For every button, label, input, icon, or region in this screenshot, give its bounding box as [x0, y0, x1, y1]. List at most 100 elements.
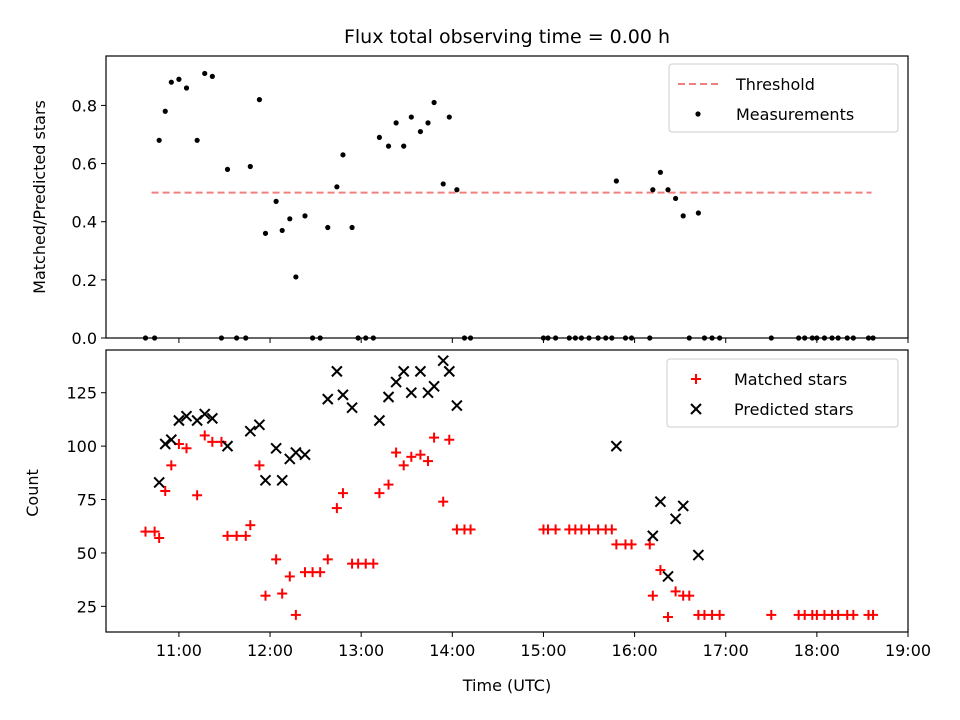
- measurement-point: [262, 230, 269, 236]
- predicted-star-point: [669, 513, 682, 525]
- predicted-star-point: [270, 442, 282, 454]
- predicted-legend-swatch: [690, 403, 702, 415]
- measurement-point: [695, 210, 701, 216]
- predicted-star-point: [290, 446, 302, 459]
- measurement-points: [142, 70, 876, 341]
- count-legend: Matched stars Predicted stars: [666, 358, 899, 428]
- measurement-point: [162, 108, 168, 114]
- x-tick-label: 18:00: [794, 641, 840, 660]
- measurement-point: [425, 120, 431, 126]
- measurement-point: [293, 274, 299, 280]
- count-y-tick-label: 50: [77, 544, 97, 563]
- predicted-star-point: [647, 530, 659, 542]
- predicted-star-point: [654, 495, 667, 508]
- matched-star-point: [663, 612, 674, 623]
- x-tick-label: 11:00: [156, 641, 202, 660]
- matched-star-point: [315, 567, 326, 578]
- matched-star-points: [140, 430, 879, 623]
- count-y-ticks: 25 50 75 100 125: [66, 384, 106, 616]
- count-panel: 11:00 12:00 13:00 14:00 15:00 16:00 17:00 18:00…: [23, 349, 931, 695]
- predicted-star-point: [259, 474, 272, 487]
- matched-star-point: [655, 565, 666, 576]
- predicted-star-point: [221, 440, 234, 452]
- ratio-y-tick-label: 0.6: [72, 155, 97, 174]
- matched-star-point: [207, 436, 218, 447]
- predicted-star-point: [437, 354, 449, 367]
- matched-legend-swatch: [691, 374, 701, 384]
- measurement-point: [202, 70, 208, 77]
- matched-star-point: [444, 434, 455, 445]
- matched-star-point: [331, 503, 342, 514]
- predicted-star-point: [373, 414, 386, 427]
- predicted-star-point: [159, 438, 171, 450]
- measurement-point: [650, 187, 656, 193]
- ratio-y-axis-label: Matched/Predicted stars: [30, 100, 49, 294]
- measurement-point: [287, 216, 293, 222]
- measurement-point: [183, 85, 190, 91]
- ratio-x-ticks: [178, 338, 909, 343]
- matched-star-point: [260, 590, 271, 601]
- x-tick-label: 15:00: [520, 641, 566, 660]
- predicted-star-point: [405, 387, 418, 399]
- measurement-point: [247, 163, 253, 170]
- measurement-point: [440, 181, 446, 187]
- predicted-star-point: [253, 419, 266, 431]
- predicted-star-point: [180, 410, 193, 422]
- measurements-legend-label: Measurements: [736, 105, 854, 124]
- measurement-point: [408, 114, 414, 120]
- measurement-point: [673, 195, 679, 202]
- measurement-point: [256, 97, 263, 103]
- predicted-star-point: [165, 434, 178, 446]
- measurement-point: [431, 99, 437, 106]
- matched-star-point: [222, 530, 233, 541]
- ratio-legend: Threshold Measurements: [668, 63, 899, 133]
- predicted-star-point: [390, 376, 402, 388]
- ratio-y-tick-label: 0.0: [72, 329, 97, 348]
- count-y-axis-label: Count: [23, 469, 42, 517]
- predicted-star-point: [244, 425, 257, 437]
- matched-star-point: [848, 609, 859, 620]
- ratio-panel: 0.00.20.40.60.8 Matched/Predicted stars …: [30, 55, 909, 348]
- predicted-star-point: [199, 408, 211, 420]
- measurement-point: [325, 224, 331, 231]
- matched-star-point: [833, 609, 844, 620]
- count-legend-box: [666, 358, 899, 428]
- predicted-star-point: [331, 365, 343, 378]
- matched-star-point: [240, 530, 251, 541]
- measurement-point: [349, 224, 355, 231]
- matched-star-point: [647, 590, 658, 601]
- matched-star-point: [284, 571, 295, 582]
- matched-star-point: [406, 451, 417, 462]
- matched-star-point: [766, 609, 777, 620]
- matched-star-point: [415, 449, 426, 460]
- matched-star-point: [465, 524, 476, 535]
- predicted-star-point: [451, 399, 463, 412]
- measurement-point: [401, 143, 407, 149]
- predicted-star-point: [299, 448, 311, 461]
- predicted-star-point: [206, 412, 219, 425]
- ratio-legend-box: [668, 63, 899, 133]
- predicted-star-point: [337, 389, 349, 401]
- predicted-star-point: [382, 391, 395, 403]
- measurement-point: [657, 169, 664, 175]
- measurement-point: [209, 73, 215, 79]
- matched-star-point: [714, 609, 725, 620]
- count-panel-frame: [105, 349, 909, 633]
- matched-star-point: [391, 447, 402, 458]
- measurement-point: [665, 187, 671, 193]
- matched-star-point: [423, 456, 434, 467]
- matched-star-point: [277, 588, 288, 599]
- measurement-point: [334, 184, 340, 190]
- measurement-point: [156, 137, 162, 143]
- matched-star-point: [398, 460, 409, 471]
- measurement-point: [302, 213, 308, 219]
- measurement-point: [385, 143, 392, 149]
- predicted-star-point: [398, 365, 410, 378]
- predicted-star-points: [153, 354, 705, 583]
- x-tick-label: 19:00: [885, 641, 931, 660]
- matched-star-point: [438, 496, 449, 507]
- matched-star-point: [584, 524, 595, 535]
- matched-star-point: [154, 533, 165, 543]
- matched-legend-label: Matched stars: [734, 370, 847, 389]
